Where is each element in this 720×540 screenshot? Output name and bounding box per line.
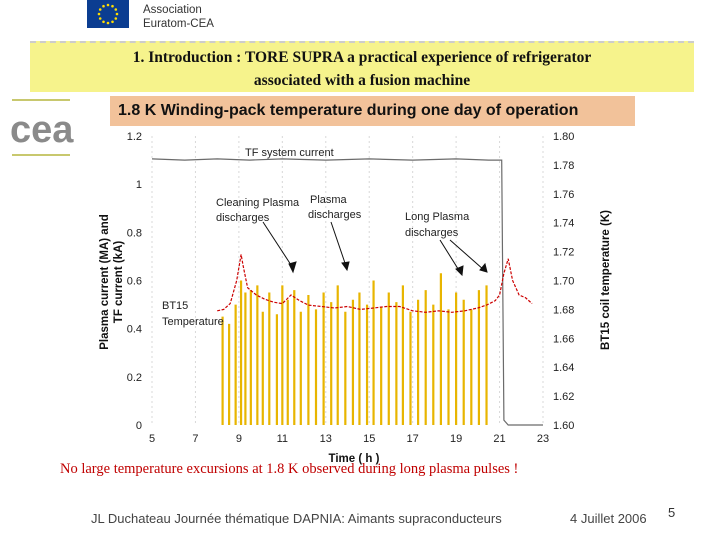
bt15-temperature-line [217,254,533,313]
annotation-long-2: discharges [405,227,459,239]
y-left-label-1: Plasma current (MA) and [99,214,111,349]
eu-stars-icon [97,3,119,25]
x-tick-label: 21 [493,433,505,445]
y-right-tick-label: 1.66 [553,333,574,345]
plasma-current-pulses [221,273,488,425]
arrow-cleaning [262,221,294,269]
org-line-1: Association [143,4,202,16]
annotation-long-1: Long Plasma [405,211,470,223]
y-right-tick-label: 1.78 [553,160,574,172]
slide-title: 1. Introduction : TORE SUPRA a practical… [30,41,694,92]
y-left-tick-label: 0 [136,420,142,432]
annotation-bt15-2: Temperature [162,316,224,328]
y-right-tick-label: 1.72 [553,247,574,259]
eu-flag-logo [87,0,129,28]
annotation-cleaning-1: Cleaning Plasma [216,197,300,209]
footer-author: JL Duchateau Journée thématique DAPNIA: … [91,511,502,526]
logo-rule-bottom [12,154,70,156]
x-tick-label: 13 [320,433,332,445]
arrow-cleaning-head [288,261,297,274]
y-right-tick-label: 1.62 [553,391,574,403]
arrow-long-2-head [479,262,488,273]
x-tick-label: 17 [407,433,419,445]
x-tick-label: 5 [149,433,155,445]
cea-logo-text: cea [10,109,74,151]
tf-current-line [151,158,543,426]
title-line-2: associated with a fusion machine [253,72,471,89]
y-left-tick-label: 0.2 [127,372,142,384]
cea-logo: cea [8,104,78,159]
x-tick-label: 11 [277,433,288,445]
y-left-tick-label: 0.4 [127,324,142,336]
y-left-label-2: TF current (kA) [113,241,125,324]
y-left-tick-label: 1 [136,179,142,191]
arrow-plasma-head [341,261,350,272]
annotation-plasma-2: discharges [308,209,362,221]
footer-date: 4 Juillet 2006 [570,511,647,526]
y-right-tick-label: 1.70 [553,276,574,288]
y-left-tick-label: 0.8 [127,227,142,239]
y-left-tick-label: 1.2 [127,131,142,143]
chart-title: 1.8 K Winding-pack temperature during on… [110,96,635,126]
y-right-tick-label: 1.64 [553,362,574,374]
annotation-tf: TF system current [245,147,334,159]
slide-caption: No large temperature excursions at 1.8 K… [60,461,519,477]
y-right-tick-label: 1.76 [553,189,574,201]
title-line-1: 1. Introduction : TORE SUPRA a practical… [132,49,592,66]
logo-rule-top [12,99,70,101]
annotation-cleaning-2: discharges [216,212,270,224]
arrow-long-2 [449,239,485,271]
y-right-tick-label: 1.80 [553,131,574,143]
arrow-plasma [330,221,347,267]
page-number: 5 [668,505,676,520]
x-axis-ticks: 5 7 9 11 13 15 17 19 21 23 [149,433,549,445]
x-tick-label: 19 [450,433,462,445]
arrow-long-1-head [455,265,464,277]
annotation-bt15-1: BT15 [162,300,188,312]
y-right-tick-label: 1.60 [553,420,574,432]
x-tick-label: 23 [537,433,549,445]
x-tick-label: 9 [236,433,242,445]
annotation-plasma-1: Plasma [310,194,348,206]
right-axis-ticks: 1.60 1.62 1.64 1.66 1.68 1.70 1.72 1.74 1.76 1.78… [553,131,574,432]
organization-name: Association Euratom-CEA [143,3,214,31]
arrow-long-1 [439,239,461,273]
x-tick-label: 7 [192,433,198,445]
left-axis-ticks: 0 0.2 0.4 0.6 0.8 1 1.2 [127,131,142,432]
y-right-tick-label: 1.68 [553,304,574,316]
x-tick-label: 15 [363,433,375,445]
x-axis-label: Time ( h ) [329,453,380,465]
y-left-tick-label: 0.6 [127,276,142,288]
y-right-label: BT15 coil temperature (K) [600,210,612,350]
y-right-tick-label: 1.74 [553,218,574,230]
org-line-2: Euratom-CEA [143,18,214,30]
